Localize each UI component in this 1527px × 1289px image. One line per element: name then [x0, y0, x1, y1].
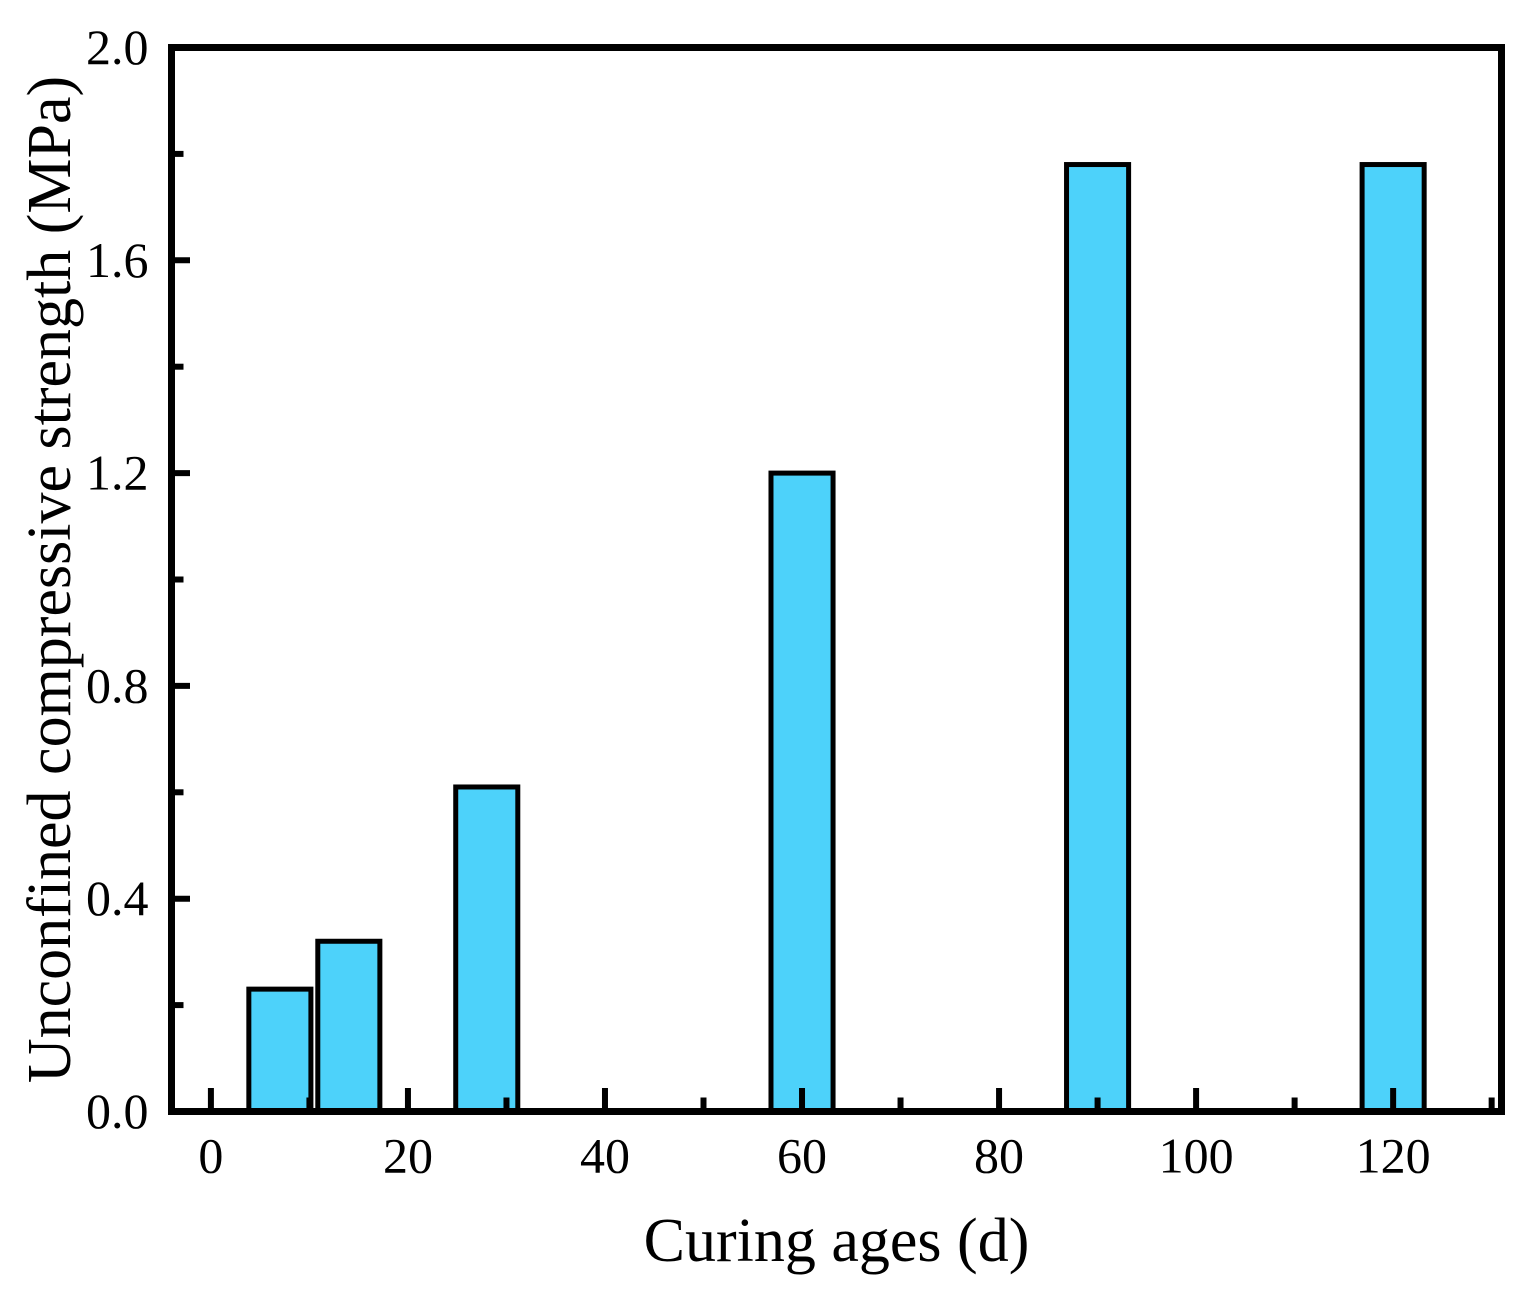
bar	[1064, 162, 1132, 1115]
bar	[1359, 162, 1427, 1115]
y-tick-label: 1.6	[86, 232, 149, 288]
x-tick-label: 0	[198, 1128, 223, 1184]
x-tick-label: 60	[777, 1128, 827, 1184]
y-tick-label: 0.4	[86, 870, 149, 926]
bar	[315, 938, 383, 1115]
bar	[768, 470, 836, 1115]
y-tick-label: 0.8	[86, 657, 149, 713]
x-tick-label: 120	[1356, 1128, 1431, 1184]
bar	[246, 986, 314, 1115]
x-tick-label: 20	[383, 1128, 433, 1184]
y-tick-label: 2.0	[86, 19, 149, 75]
x-tick-label: 80	[974, 1128, 1024, 1184]
y-axis-title: Unconfined compressive strength (MPa)	[16, 76, 84, 1083]
y-tick-label: 0.0	[86, 1083, 149, 1139]
plot-frame	[168, 44, 1505, 1115]
x-tick-label: 100	[1159, 1128, 1234, 1184]
y-tick-label: 1.2	[86, 445, 149, 501]
x-tick-label: 40	[580, 1128, 630, 1184]
x-axis-title: Curing ages (d)	[644, 1207, 1030, 1275]
bar	[453, 784, 521, 1114]
